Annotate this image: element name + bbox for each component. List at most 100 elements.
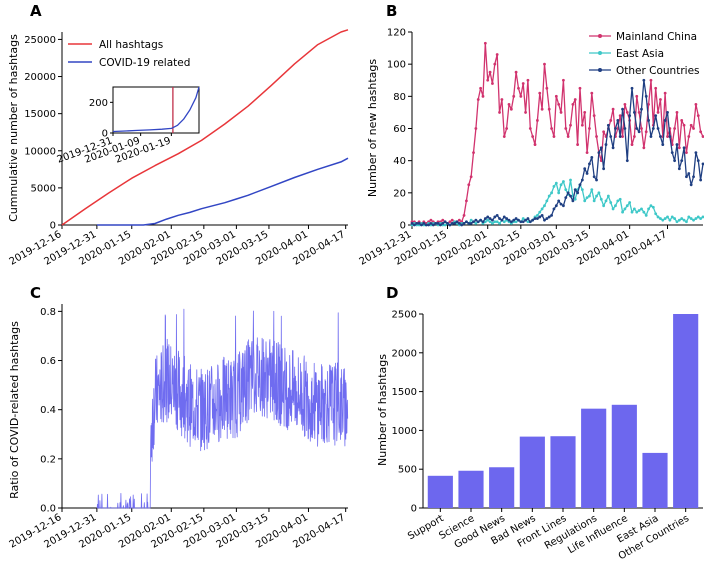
mainland-china-point [630,143,634,146]
other-countries-point [609,135,613,138]
mainland-china-point [590,91,594,95]
mainland-china-point [547,107,551,111]
east-asia-point [599,197,603,201]
mainland-china-point [569,123,572,127]
mainland-china-point [533,143,537,146]
mainland-china-point [512,94,516,98]
panel-a-y-axis-label: Cummulative number of hashtags [7,34,20,222]
other-countries-point [526,217,530,220]
mainland-china-point [562,78,565,82]
other-countries-point [443,220,447,224]
mainland-china-point [623,102,627,106]
legend-all-hashtags-label: All hashtags [99,39,163,51]
mainland-china-point [517,86,520,90]
panel-b-y-tick-label: 0 [400,221,406,232]
other-countries-point [500,218,504,222]
panel-d-y-tick-label: 2500 [392,310,417,321]
other-countries-point [654,114,658,118]
east-asia-point [611,207,615,211]
other-countries-point [505,217,509,220]
east-asia-point [483,220,487,224]
other-countries-point [528,220,532,224]
other-countries-point [602,167,606,171]
other-countries-point [661,143,665,146]
mainland-china-point [644,130,648,134]
east-asia-point [592,199,596,203]
bar-good-news [489,467,515,508]
east-asia-point [630,210,634,214]
mainland-china-point [578,86,582,90]
other-countries-point [502,215,506,219]
other-countries-point [448,223,452,227]
east-asia-point [666,215,669,219]
panel-d-y-tick-label: 1500 [392,387,417,398]
other-countries-point [569,194,572,198]
inset-y-tick-label: 200 [89,98,108,109]
east-asia-point [659,217,662,220]
other-countries-point [474,218,478,222]
other-countries-point [420,223,423,227]
legend-covid-label: COVID-19 related [99,57,190,69]
other-countries-point [618,135,622,138]
other-countries-point [540,213,544,217]
mainland-china-point [564,127,568,130]
mainland-china-point [535,119,539,122]
other-countries-point [550,213,553,217]
bar-science [458,470,484,508]
all-hashtags-line [61,29,349,226]
other-countries-point [642,78,646,82]
mainland-china-point [566,135,570,138]
mainland-china-point [469,175,473,179]
mainland-china-point [677,146,681,150]
other-countries-point [422,221,426,225]
panel-d-y-tick-label: 500 [398,465,417,476]
mainland-china-point [507,102,511,106]
east-asia-point [595,194,598,198]
mainland-china-point [457,218,461,222]
mainland-china-point [689,123,693,127]
mainland-china-point [550,127,553,130]
east-asia-point [495,220,499,224]
east-asia-point [583,199,587,203]
mainland-china-point [552,135,556,138]
other-countries-point [512,218,516,222]
east-asia-point [616,199,620,203]
mainland-china-point [531,135,535,138]
mainland-china-point [540,107,544,111]
other-countries-point [680,159,684,163]
mainland-china-point [521,82,525,85]
east-asia-point [545,199,549,203]
east-asia-point [682,218,686,222]
mainland-china-point [656,111,660,114]
mainland-china-point [495,53,499,56]
bar-other-countries [673,314,699,508]
other-countries-point [604,143,608,146]
east-asia-point [621,210,624,214]
east-asia-point [590,188,594,192]
mainland-china-point [621,135,624,138]
other-countries-point [580,178,584,182]
other-countries-point [507,218,511,222]
mainland-china-point [611,107,615,111]
east-asia-point [469,218,473,222]
other-countries-point [434,221,438,225]
mainland-china-point [694,102,698,106]
other-countries-point [687,172,691,175]
east-asia-point [554,181,558,185]
east-asia-point [628,201,632,204]
other-countries-line [411,79,704,226]
mainland-china-point [583,111,587,114]
mainland-china-point [509,107,513,111]
east-asia-point [562,180,565,183]
panel-letter-b: B [386,2,397,20]
mainland-china-point [618,114,622,118]
bar-front-lines [550,436,576,508]
other-countries-point [692,175,695,179]
mainland-china-point [666,135,669,138]
other-countries-point [699,178,703,182]
east-asia-point [654,212,658,216]
other-countries-point [649,135,653,138]
mainland-china-point [576,143,580,146]
east-asia-point [635,210,639,214]
mainland-china-point [557,102,561,106]
